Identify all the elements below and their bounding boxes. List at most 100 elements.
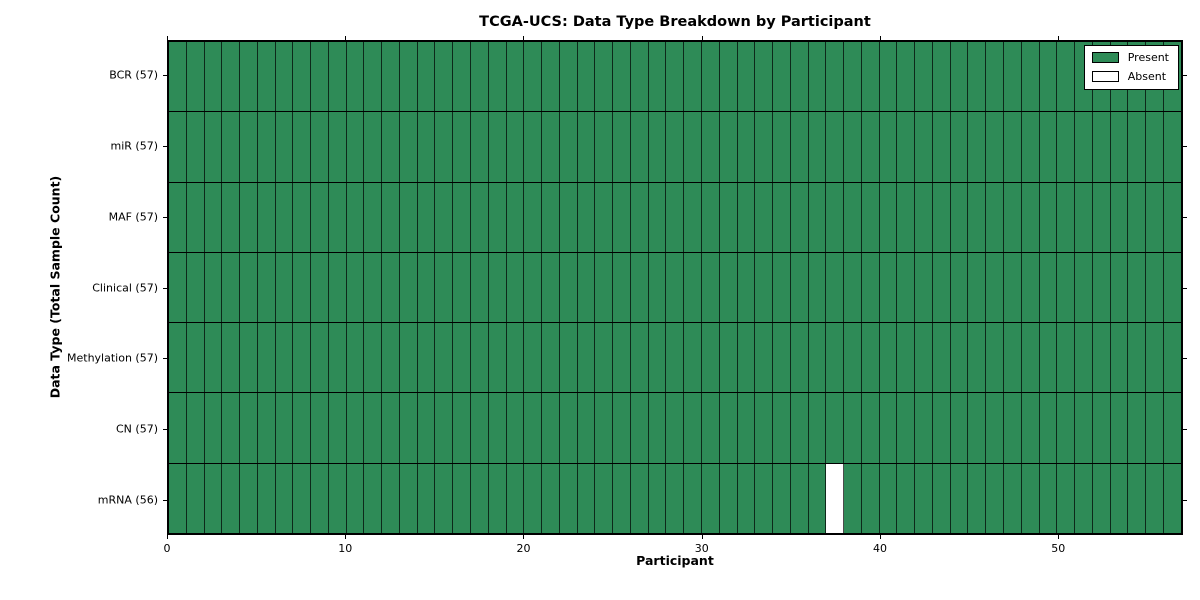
heatmap-cell-present [808, 393, 827, 463]
heatmap-cell-present [1021, 323, 1040, 393]
heatmap-cell-present [240, 252, 258, 323]
heatmap-cell-present [257, 42, 276, 112]
heatmap-cell-present [453, 42, 472, 112]
heatmap-cell-present [257, 252, 276, 323]
heatmap-cell-present [613, 463, 631, 533]
heatmap-cell-present [1110, 252, 1129, 323]
heatmap-cell-present [897, 463, 916, 533]
heatmap-cell-present [577, 182, 596, 252]
x-tick-label: 30 [694, 542, 709, 555]
y-tick-mark [1183, 216, 1187, 218]
x-tick-mark [167, 36, 168, 40]
x-tick-mark [523, 535, 525, 539]
y-tick-mark [163, 287, 167, 289]
heatmap-cell-present [346, 182, 365, 252]
heatmap-cell-present [755, 463, 774, 533]
heatmap-cell-present [790, 182, 809, 252]
heatmap-cell-present [524, 112, 543, 182]
heatmap-cell-present [844, 463, 862, 533]
heatmap-cell-present [968, 112, 987, 182]
heatmap-cell-present [897, 393, 916, 463]
plot-area [167, 40, 1183, 535]
heatmap-cell-present [737, 182, 756, 252]
heatmap-cell-present [471, 323, 489, 393]
heatmap-cell-present [506, 182, 525, 252]
heatmap-cell-present [773, 252, 791, 323]
legend: Present Absent [1083, 45, 1179, 90]
heatmap-row [169, 252, 1181, 324]
heatmap-cell-present [311, 182, 329, 252]
heatmap-cell-present [453, 323, 472, 393]
heatmap-cell-present [595, 323, 614, 393]
heatmap-cell-present [559, 323, 578, 393]
heatmap-cell-present [222, 112, 241, 182]
heatmap-cell-present [311, 393, 329, 463]
heatmap-cell-present [790, 463, 809, 533]
heatmap-cell-present [364, 112, 383, 182]
heatmap-cell-present [1110, 112, 1129, 182]
y-tick-label: BCR (57) [109, 68, 158, 82]
heatmap-cell-present [773, 463, 791, 533]
heatmap-cell-present [328, 463, 347, 533]
heatmap-cell-present [169, 42, 187, 112]
heatmap-cell-present [169, 393, 187, 463]
heatmap-cell-present [1075, 182, 1093, 252]
heatmap-cell-present [879, 463, 898, 533]
heatmap-cell-present [311, 42, 329, 112]
heatmap-cell-present [257, 182, 276, 252]
heatmap-cell-present [1075, 463, 1093, 533]
heatmap-cell-present [1163, 112, 1181, 182]
heatmap-cell-present [506, 252, 525, 323]
heatmap-cell-present [613, 182, 631, 252]
heatmap-cell-present [293, 42, 312, 112]
heatmap-cell-present [648, 252, 667, 323]
heatmap-cell-present [986, 252, 1004, 323]
y-tick-mark [163, 499, 167, 501]
heatmap-cell-present [1146, 323, 1164, 393]
heatmap-cell-present [719, 112, 738, 182]
x-tick-mark [701, 36, 703, 40]
heatmap-cell-present [826, 42, 845, 112]
heatmap-cell-present [1075, 112, 1093, 182]
y-tick-label: mRNA (56) [97, 493, 158, 507]
heatmap-cell-present [542, 393, 560, 463]
y-tick-mark [1183, 287, 1187, 289]
heatmap-row [169, 42, 1181, 113]
heatmap-cell-present [311, 252, 329, 323]
heatmap-cell-present [186, 112, 205, 182]
heatmap-cell-present [417, 252, 436, 323]
heatmap-cell-present [986, 323, 1004, 393]
heatmap-cell-present [1057, 112, 1076, 182]
heatmap-cell-present [773, 112, 791, 182]
heatmap-cell-present [737, 252, 756, 323]
heatmap-cell-present [719, 42, 738, 112]
heatmap-cell-present [257, 393, 276, 463]
heatmap-cell-present [879, 252, 898, 323]
heatmap-cell-present [399, 182, 418, 252]
x-tick-mark [1058, 535, 1060, 539]
heatmap-cell-present [915, 112, 933, 182]
heatmap-cell-present [240, 323, 258, 393]
heatmap-cell-present [417, 463, 436, 533]
heatmap-cell-present [364, 463, 383, 533]
heatmap-cell-present [648, 112, 667, 182]
heatmap-cell-present [382, 393, 400, 463]
x-tick-label: 50 [1051, 542, 1066, 555]
heatmap-cell-present [364, 323, 383, 393]
heatmap-cell-present [950, 323, 969, 393]
heatmap-cell-present [861, 182, 880, 252]
x-tick-mark [1058, 36, 1060, 40]
heatmap-cell-present [950, 393, 969, 463]
heatmap-cell-present [1128, 463, 1147, 533]
heatmap-cell-present [844, 252, 862, 323]
heatmap-cell-present [1003, 393, 1022, 463]
heatmap-cell-present [595, 182, 614, 252]
heatmap-cell-present [222, 323, 241, 393]
heatmap-cell-present [1128, 252, 1147, 323]
heatmap-cell-present [986, 182, 1004, 252]
heatmap-cell-present [559, 112, 578, 182]
heatmap-cell-present [435, 323, 454, 393]
heatmap-cell-present [613, 42, 631, 112]
heatmap-cell-present [1075, 323, 1093, 393]
heatmap-cell-present [559, 42, 578, 112]
